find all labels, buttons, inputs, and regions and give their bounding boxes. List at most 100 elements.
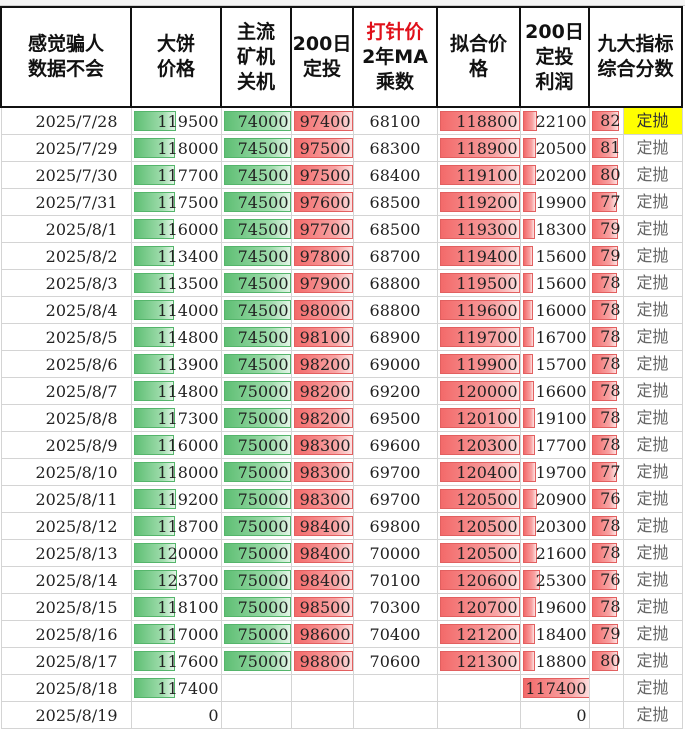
cell-fitted-price[interactable]: 120400 [436,458,521,486]
header-200d-dca-profit[interactable]: 200日 定投 利润 [519,6,590,108]
cell-2y-ma-multiplier[interactable]: 69700 [352,485,438,513]
cell-btc-price[interactable]: 114800 [130,377,222,405]
cell-200d-dca[interactable]: 97600 [290,188,354,216]
cell-btc-price[interactable]: 113500 [130,269,222,297]
cell-btc-price[interactable]: 117700 [130,161,222,189]
cell-200d-dca-profit[interactable]: 18800 [519,647,590,675]
cell-miner-shutdown[interactable]: 74500 [220,323,292,351]
cell-fitted-price[interactable]: 119600 [436,296,521,324]
cell-fitted-price[interactable]: 120600 [436,566,521,594]
cell-composite-score[interactable]: 79 定抛 [588,215,683,243]
cell-2y-ma-multiplier[interactable]: 68100 [352,106,438,135]
cell-200d-dca-profit[interactable]: 15700 [519,350,590,378]
cell-fitted-price[interactable]: 120300 [436,431,521,459]
cell-composite-score[interactable]: 78 定抛 [588,539,683,567]
cell-btc-price[interactable]: 113400 [130,242,222,270]
cell-200d-dca[interactable]: 97500 [290,134,354,162]
cell-200d-dca-profit[interactable]: 17700 [519,431,590,459]
cell-date[interactable]: 2025/8/15 [0,593,132,621]
cell-date[interactable]: 2025/7/28 [0,106,132,135]
cell-2y-ma-multiplier[interactable]: 70600 [352,647,438,675]
cell-composite-score[interactable]: 定抛 [588,701,683,729]
cell-date[interactable]: 2025/7/31 [0,188,132,216]
cell-composite-score[interactable]: 78 定抛 [588,323,683,351]
cell-date[interactable]: 2025/8/3 [0,269,132,297]
cell-date[interactable]: 2025/7/29 [0,134,132,162]
cell-2y-ma-multiplier[interactable]: 68700 [352,242,438,270]
cell-composite-score[interactable]: 80 定抛 [588,647,683,675]
cell-200d-dca[interactable]: 98300 [290,458,354,486]
cell-date[interactable]: 2025/8/9 [0,431,132,459]
header-200d-dca[interactable]: 200日 定投 [290,6,354,108]
cell-200d-dca[interactable]: 98200 [290,377,354,405]
cell-miner-shutdown[interactable] [220,701,292,729]
cell-200d-dca[interactable]: 98800 [290,647,354,675]
cell-200d-dca-profit[interactable]: 19100 [519,404,590,432]
cell-fitted-price[interactable]: 119500 [436,269,521,297]
cell-date[interactable]: 2025/8/19 [0,701,132,729]
cell-btc-price[interactable]: 114000 [130,296,222,324]
cell-200d-dca[interactable] [290,674,354,702]
cell-date[interactable]: 2025/8/2 [0,242,132,270]
cell-200d-dca[interactable]: 98300 [290,431,354,459]
cell-btc-price[interactable]: 123700 [130,566,222,594]
header-fitted-price[interactable]: 拟合价格 [436,6,521,108]
cell-btc-price[interactable]: 120000 [130,539,222,567]
cell-composite-score[interactable]: 78 定抛 [588,593,683,621]
cell-2y-ma-multiplier[interactable]: 68300 [352,134,438,162]
cell-fitted-price[interactable]: 119400 [436,242,521,270]
cell-fitted-price[interactable]: 119900 [436,350,521,378]
cell-btc-price[interactable]: 113900 [130,350,222,378]
cell-200d-dca-profit[interactable]: 19700 [519,458,590,486]
cell-composite-score[interactable]: 77 定抛 [588,458,683,486]
cell-date[interactable]: 2025/8/5 [0,323,132,351]
cell-200d-dca-profit[interactable]: 19600 [519,593,590,621]
cell-miner-shutdown[interactable]: 74500 [220,134,292,162]
cell-200d-dca[interactable]: 98300 [290,485,354,513]
cell-date[interactable]: 2025/8/8 [0,404,132,432]
cell-btc-price[interactable]: 118000 [130,134,222,162]
cell-200d-dca[interactable]: 97400 [290,106,354,135]
cell-composite-score[interactable]: 76 定抛 [588,566,683,594]
cell-200d-dca[interactable]: 98400 [290,539,354,567]
cell-composite-score[interactable]: 78 定抛 [588,269,683,297]
cell-fitted-price[interactable]: 120700 [436,593,521,621]
cell-composite-score[interactable]: 定抛 [588,674,683,702]
cell-btc-price[interactable]: 114800 [130,323,222,351]
cell-composite-score[interactable]: 77 定抛 [588,188,683,216]
cell-200d-dca-profit[interactable]: 20300 [519,512,590,540]
cell-composite-score[interactable]: 78 定抛 [588,296,683,324]
cell-miner-shutdown[interactable]: 75000 [220,404,292,432]
cell-200d-dca-profit[interactable]: 16700 [519,323,590,351]
cell-2y-ma-multiplier[interactable] [352,701,438,729]
cell-date[interactable]: 2025/8/6 [0,350,132,378]
cell-miner-shutdown[interactable]: 75000 [220,620,292,648]
cell-miner-shutdown[interactable]: 75000 [220,458,292,486]
cell-btc-price[interactable]: 117000 [130,620,222,648]
cell-date[interactable]: 2025/8/11 [0,485,132,513]
cell-btc-price[interactable]: 117300 [130,404,222,432]
cell-2y-ma-multiplier[interactable]: 68400 [352,161,438,189]
cell-fitted-price[interactable]: 121200 [436,620,521,648]
cell-200d-dca[interactable]: 98000 [290,296,354,324]
cell-2y-ma-multiplier[interactable]: 68900 [352,323,438,351]
cell-200d-dca-profit[interactable]: 0 [519,701,590,729]
cell-composite-score[interactable]: 78 定抛 [588,350,683,378]
cell-composite-score[interactable]: 78 定抛 [588,512,683,540]
header-date[interactable]: 感觉骗人 数据不会 [0,6,132,108]
cell-2y-ma-multiplier[interactable]: 69000 [352,350,438,378]
cell-fitted-price[interactable]: 119300 [436,215,521,243]
header-2y-ma-multiplier[interactable]: 打针价 2年MA 乘数 [352,6,438,108]
cell-composite-score[interactable]: 78 定抛 [588,431,683,459]
cell-200d-dca-profit[interactable]: 20900 [519,485,590,513]
cell-date[interactable]: 2025/8/12 [0,512,132,540]
cell-btc-price[interactable]: 118700 [130,512,222,540]
cell-fitted-price[interactable]: 121300 [436,647,521,675]
cell-200d-dca-profit[interactable]: 15600 [519,269,590,297]
cell-200d-dca-profit[interactable]: 117400 [519,674,590,702]
cell-btc-price[interactable]: 116000 [130,215,222,243]
cell-date[interactable]: 2025/8/16 [0,620,132,648]
cell-composite-score[interactable]: 80 定抛 [588,161,683,189]
cell-200d-dca[interactable]: 98600 [290,620,354,648]
cell-200d-dca[interactable]: 98400 [290,512,354,540]
